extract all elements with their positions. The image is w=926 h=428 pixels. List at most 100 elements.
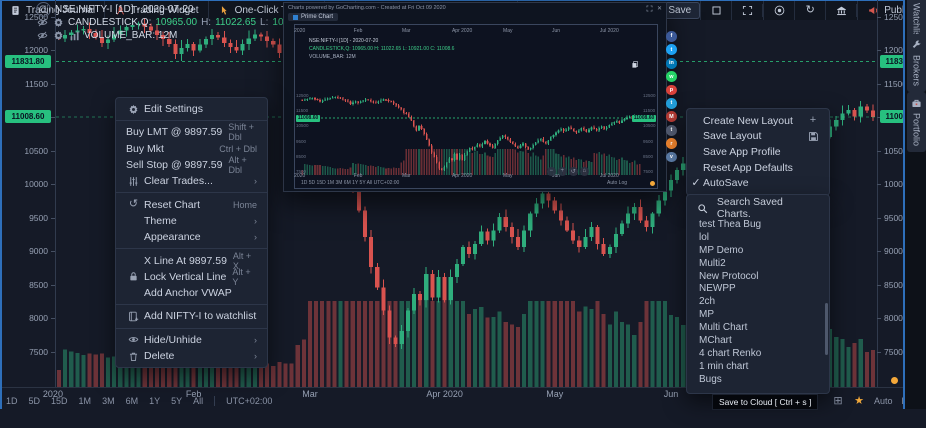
bank-button[interactable] <box>825 1 856 20</box>
megaphone-icon <box>867 5 879 17</box>
price-tick-right: 9500 <box>884 212 903 223</box>
share-telegram-icon[interactable]: t <box>666 97 677 109</box>
saved-chart-item[interactable]: New Protocol <box>699 270 759 282</box>
sidebar-tab-brokers[interactable]: Brokers <box>907 34 926 93</box>
preview-chart-area: 2020 Feb Mar Apr 2020 May Jun Jul 2020 2020 Feb… <box>294 24 658 189</box>
menu-item-x-line-at-9897-59[interactable]: X Line At 9897.59 Alt + X <box>116 250 267 271</box>
hide-study-icon[interactable] <box>36 17 48 29</box>
layout-menu-item-reset-app-defaults[interactable]: Reset App Defaults <box>687 160 829 176</box>
sidebar-tab-watchlist[interactable]: Watchlist <box>907 0 926 46</box>
scrollbar-thumb[interactable] <box>825 303 828 355</box>
share-whatsapp-icon[interactable]: w <box>666 71 677 82</box>
saved-chart-item[interactable]: lol <box>699 231 710 243</box>
refresh-button[interactable]: ↻ <box>794 1 825 20</box>
hide-volume-icon[interactable] <box>36 30 48 42</box>
menu-item-add-anchor-vwap[interactable]: Add Anchor VWAP <box>116 285 267 301</box>
layout-menu-item-create-new-layout[interactable]: Create New Layout + <box>687 113 829 129</box>
square-icon <box>710 5 722 17</box>
share-facebook-icon[interactable]: f <box>666 31 677 42</box>
saved-chart-item[interactable]: MChart <box>699 335 732 347</box>
search-icon <box>697 202 709 214</box>
share-tumblr-icon[interactable]: t <box>666 124 677 136</box>
menu-item-delete[interactable]: Delete › <box>116 348 267 364</box>
price-level-badge-left: 11831.80 <box>5 55 51 69</box>
volume-settings-icon[interactable] <box>52 30 64 42</box>
square-button[interactable] <box>700 1 731 20</box>
menu-item-edit-settings[interactable]: Edit Settings <box>116 101 267 117</box>
share-gmail-icon[interactable]: M <box>666 111 677 123</box>
menu-item-theme[interactable]: Theme › <box>116 213 267 229</box>
preview-price-tick: 8500 <box>296 153 307 159</box>
menu-item-sell-stop-9897-59[interactable]: Sell Stop @ 9897.59 Alt + Dbl <box>116 155 267 175</box>
camera-button[interactable] <box>763 1 794 20</box>
preview-zoom-button[interactable]: ↺ <box>569 167 578 176</box>
menu-item-shortcut: Alt + X <box>232 250 252 271</box>
symbol-search-icon[interactable] <box>36 2 51 17</box>
trading-widget-button[interactable]: Trading Widget <box>105 1 209 20</box>
grid-settings-icon[interactable]: ⊞ <box>833 394 843 407</box>
timeframe-button-5d[interactable]: 5D <box>28 396 41 406</box>
timeframe-button-1d[interactable]: 1D <box>6 396 18 406</box>
menu-item-add-nifty-i-to-watchlist[interactable]: Add NIFTY-I to watchlist <box>116 308 267 324</box>
sidebar-tab-portfolio[interactable]: Portfolio <box>907 92 926 153</box>
share-vk-icon[interactable]: v <box>666 151 677 163</box>
saved-chart-item[interactable]: 1 min chart <box>699 360 749 372</box>
price-tick-left: 11500 <box>24 78 48 89</box>
timeframe-button-6m[interactable]: 6M <box>125 396 139 406</box>
layout-menu-item-save-app-profile[interactable]: Save App Profile <box>687 144 829 160</box>
share-linkedin-icon[interactable]: in <box>666 57 677 69</box>
favorite-star-icon[interactable]: ★ <box>854 394 864 407</box>
saved-chart-item[interactable]: Multi2 <box>699 257 726 269</box>
tick-dash <box>877 50 881 52</box>
timeframe-button-3m[interactable]: 3M <box>102 396 115 406</box>
timeframe-button-15d[interactable]: 15D <box>51 396 68 406</box>
sidebar-tab-label: Portfolio <box>911 113 922 147</box>
preview-zoom-button[interactable]: ⌂ <box>580 167 589 176</box>
menu-item-label: Hide/Unhide <box>144 333 202 346</box>
menu-item-appearance[interactable]: Appearance › <box>116 229 267 245</box>
share-pinterest-icon[interactable]: p <box>666 84 677 96</box>
saved-chart-item[interactable]: MP <box>699 309 714 321</box>
save-layout-menu: Create New Layout + Save Layout Save App Pr… <box>686 108 830 196</box>
timeframe-button-5y[interactable]: 5Y <box>171 396 183 406</box>
tick-dash <box>877 284 881 286</box>
share-twitter-icon[interactable]: t <box>666 44 677 56</box>
preview-zoom-button[interactable]: + <box>558 167 567 176</box>
preview-zoom-button[interactable]: − <box>547 167 556 176</box>
toolbar-separator <box>856 4 858 17</box>
preview-watermark: Charts powered by GoCharting.com - Creat… <box>288 5 446 11</box>
saved-chart-item[interactable]: test Thea Bug <box>699 219 762 230</box>
preview-tab[interactable]: Prime Chart <box>288 13 339 21</box>
publish-button[interactable]: Publish <box>857 1 926 20</box>
auto-scale-toggle[interactable]: Auto <box>874 396 893 406</box>
saved-chart-item[interactable]: 2ch <box>699 296 716 308</box>
preview-copy-icon[interactable] <box>631 57 639 75</box>
expand-button[interactable] <box>731 1 762 20</box>
layout-menu-item-save-layout[interactable]: Save Layout <box>687 129 829 145</box>
menu-item-label: Buy LMT @ 9897.59 <box>126 126 223 139</box>
menu-item-clear-trades[interactable]: Clear Trades... › <box>116 173 267 189</box>
preview-close-icon[interactable]: ✕ <box>657 6 663 12</box>
timeframe-button-1m[interactable]: 1M <box>78 396 92 406</box>
menu-item-hide-unhide[interactable]: Hide/Unhide › <box>116 332 267 348</box>
saved-chart-item[interactable]: 4 chart Renko <box>699 347 762 359</box>
saved-chart-item[interactable]: Multi Chart <box>699 322 748 334</box>
timezone-label[interactable]: UTC+02:00 <box>226 396 273 406</box>
check-icon: ✓ <box>691 176 701 189</box>
timeframe-button-1y[interactable]: 1Y <box>149 396 161 406</box>
saved-chart-item[interactable]: MP Demo <box>699 244 744 256</box>
preview-expand-icon[interactable] <box>646 5 653 16</box>
menu-item-reset-chart[interactable]: ↺ Reset Chart Home <box>116 196 267 212</box>
share-reddit-icon[interactable]: r <box>666 138 677 149</box>
preview-month-label: Jun <box>551 173 561 179</box>
layout-menu-item-autosave[interactable]: ✓ AutoSave <box>687 175 829 191</box>
saved-charts-search[interactable]: Search Saved Charts. <box>687 196 829 220</box>
saved-chart-item[interactable]: Bugs <box>699 373 722 385</box>
timeframe-button-all[interactable]: All <box>193 396 204 406</box>
saved-chart-item[interactable]: NEWPP <box>699 283 736 295</box>
study-settings-icon[interactable] <box>52 17 64 29</box>
menu-item-lock-vertical-line[interactable]: Lock Vertical Line Alt + Y <box>116 267 267 287</box>
trading-journal-button[interactable]: Trading Journal <box>0 1 106 20</box>
menu-item-buy-mkt[interactable]: Buy Mkt Ctrl + Dbl <box>116 141 267 157</box>
menu-item-buy-lmt-9897-59[interactable]: Buy LMT @ 9897.59 Shift + Dbl <box>116 122 267 142</box>
